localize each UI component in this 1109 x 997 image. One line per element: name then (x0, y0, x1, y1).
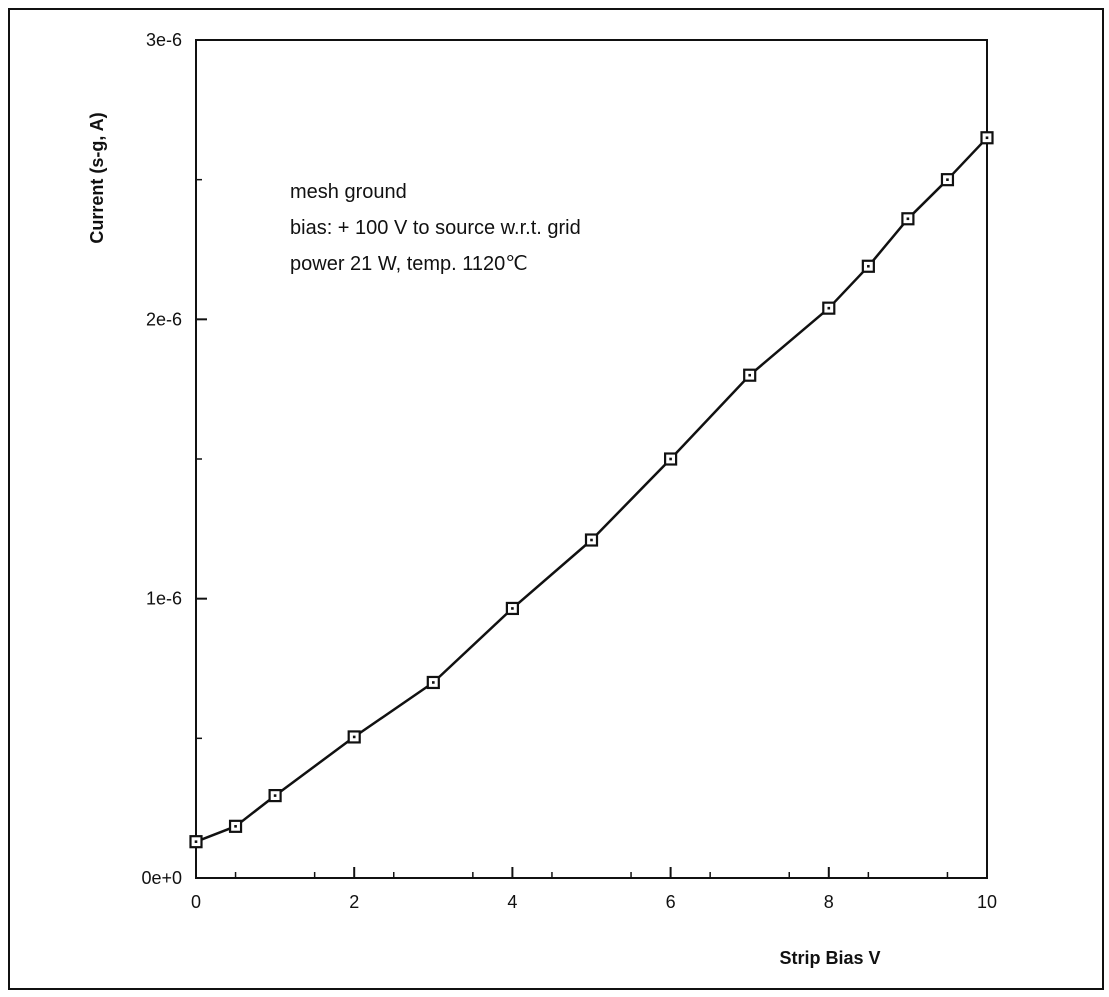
x-axis-ticks: 0 2 4 6 8 10 (191, 867, 997, 912)
series-line (195, 136, 988, 843)
data-point (980, 131, 994, 145)
data-point-dot (985, 136, 989, 140)
annotation-line-2: bias: + 100 V to source w.r.t. grid (290, 217, 581, 239)
x-tick-label: 4 (507, 892, 517, 912)
data-point-dot (669, 457, 672, 461)
data-point (663, 452, 678, 466)
x-axis-minor-ticks (234, 872, 949, 878)
data-point (189, 835, 203, 849)
plot-area (195, 39, 988, 879)
data-point (822, 301, 836, 315)
data-point-dot (432, 681, 435, 684)
data-point-dot (234, 825, 237, 828)
data-point (268, 788, 282, 803)
y-tick-label: 3e-6 (146, 30, 182, 50)
y-tick-label: 2e-6 (146, 309, 182, 329)
data-point-dot (511, 607, 514, 610)
data-point-dot (867, 264, 870, 268)
data-point-dot (352, 735, 356, 739)
data-point (426, 675, 440, 690)
x-tick-label: 8 (824, 892, 834, 912)
annotation-line-3: power 21 W, temp. 1120℃ (290, 253, 528, 275)
data-point-dot (590, 538, 593, 542)
data-point (347, 730, 361, 744)
series-layer (189, 131, 994, 849)
data-point-dot (194, 840, 198, 843)
data-point (861, 259, 875, 273)
x-tick-label: 6 (666, 892, 676, 912)
data-point (901, 212, 915, 226)
y-tick-label: 1e-6 (146, 589, 182, 609)
data-point-dot (946, 178, 949, 181)
data-point-dot (748, 373, 751, 377)
data-point (743, 368, 757, 382)
y-axis-title: Current (s-g, A) (87, 112, 107, 243)
y-axis-ticks: 0e+0 1e-6 2e-6 3e-6 (141, 30, 207, 888)
y-tick-label: 0e+0 (141, 868, 182, 888)
data-point (940, 173, 955, 187)
data-point-dot (906, 217, 910, 221)
data-point-dot (827, 306, 831, 310)
data-point (228, 819, 243, 833)
x-axis-title: Strip Bias V (779, 948, 880, 968)
data-point-dot (273, 794, 277, 797)
plot-axes: 0 2 4 6 8 10 0e+0 1e-6 2e-6 3e-6 (141, 30, 997, 912)
annotation-line-1: mesh ground (290, 181, 407, 203)
x-tick-label: 0 (191, 892, 201, 912)
annotation-block: mesh ground bias: + 100 V to source w.r.… (290, 181, 581, 275)
figure-frame (8, 8, 1104, 990)
data-point (584, 533, 599, 547)
x-tick-label: 10 (977, 892, 997, 912)
y-axis-minor-ticks (196, 178, 202, 740)
data-point (505, 601, 519, 616)
x-tick-label: 2 (349, 892, 359, 912)
